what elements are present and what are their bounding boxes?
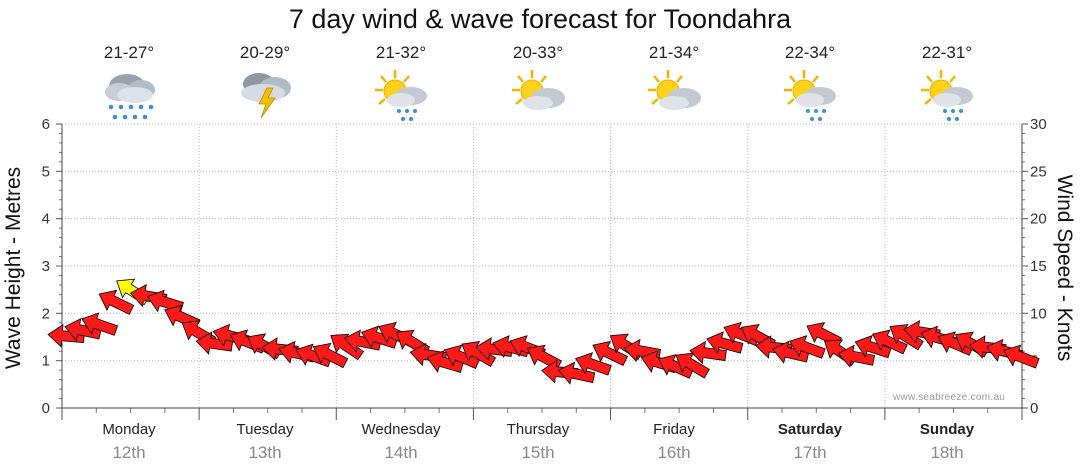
date-friday: 16th	[657, 443, 691, 462]
chart-title: 7 day wind & wave forecast for Toondahra	[288, 4, 792, 34]
right-tick-label: 10	[1030, 305, 1047, 322]
temp-monday: 21-27°	[103, 43, 155, 62]
wind-arrow	[1003, 344, 1040, 369]
wind-arrow	[461, 341, 497, 367]
date-saturday: 17th	[793, 443, 827, 462]
wind-arrow	[871, 329, 908, 355]
rain-cloud-icon	[105, 74, 155, 120]
thunderstorm-icon	[241, 73, 291, 119]
right-tick-label: 25	[1030, 163, 1047, 180]
date-wednesday: 14th	[384, 443, 418, 462]
left-tick-label: 6	[42, 116, 50, 133]
date-thursday: 15th	[521, 443, 555, 462]
wind-arrow	[889, 324, 924, 351]
wind-arrow	[592, 340, 628, 367]
date-tuesday: 13th	[248, 443, 282, 462]
date-sunday: 18th	[930, 443, 964, 462]
temp-saturday: 22-34°	[784, 43, 836, 62]
sun-cloud-showers-icon	[921, 70, 973, 121]
wind-arrow	[675, 352, 710, 379]
temp-tuesday: 20-29°	[239, 43, 291, 62]
wind-arrow	[574, 352, 612, 376]
left-axis-label: Wave Height - Metres	[2, 166, 25, 370]
wind-arrow	[689, 340, 727, 365]
wind-arrow	[98, 289, 135, 315]
left-tick-label: 4	[42, 211, 50, 228]
wind-arrow	[837, 344, 876, 368]
wind-arrow	[312, 342, 349, 369]
day-tuesday: Tuesday	[236, 421, 294, 438]
day-friday: Friday	[653, 421, 695, 438]
sun-cloud-showers-icon	[375, 70, 427, 121]
temp-thursday: 20-33°	[512, 43, 564, 62]
right-tick-label: 15	[1030, 258, 1047, 275]
left-tick-label: 1	[42, 353, 50, 370]
wind-arrow	[330, 333, 365, 361]
left-tick-label: 3	[42, 258, 50, 275]
temp-friday: 21-34°	[648, 43, 700, 62]
day-saturday: Saturday	[777, 421, 843, 438]
wind-arrow	[81, 312, 119, 336]
right-tick-label: 30	[1030, 116, 1047, 133]
left-tick-label: 5	[42, 163, 50, 180]
watermark: www.seabreeze.com.au	[893, 392, 1006, 403]
day-monday: Monday	[102, 421, 156, 438]
wind-arrow	[557, 361, 596, 385]
left-tick-label: 2	[42, 305, 50, 322]
right-axis-label: Wind Speed - Knots	[1053, 174, 1076, 362]
day-thursday: Thursday	[506, 421, 570, 438]
left-tick-label: 0	[42, 400, 50, 417]
date-monday: 12th	[112, 443, 146, 462]
sun-cloud-icon	[648, 70, 701, 110]
right-tick-label: 20	[1030, 211, 1047, 228]
wind-arrow	[789, 335, 826, 359]
sun-cloud-showers-icon	[784, 70, 836, 121]
temp-wednesday: 21-32°	[375, 43, 427, 62]
sun-cloud-icon	[512, 70, 565, 110]
grid	[62, 123, 1022, 408]
wind-arrow	[146, 289, 184, 313]
wind-arrow	[706, 331, 744, 355]
axes: 0123456051015202530	[42, 116, 1047, 420]
temp-sunday: 22-31°	[921, 43, 973, 62]
day-wednesday: Wednesday	[361, 421, 441, 438]
day-sunday: Sunday	[919, 421, 975, 438]
right-tick-label: 0	[1030, 400, 1038, 417]
wind-arrows	[47, 278, 1040, 385]
